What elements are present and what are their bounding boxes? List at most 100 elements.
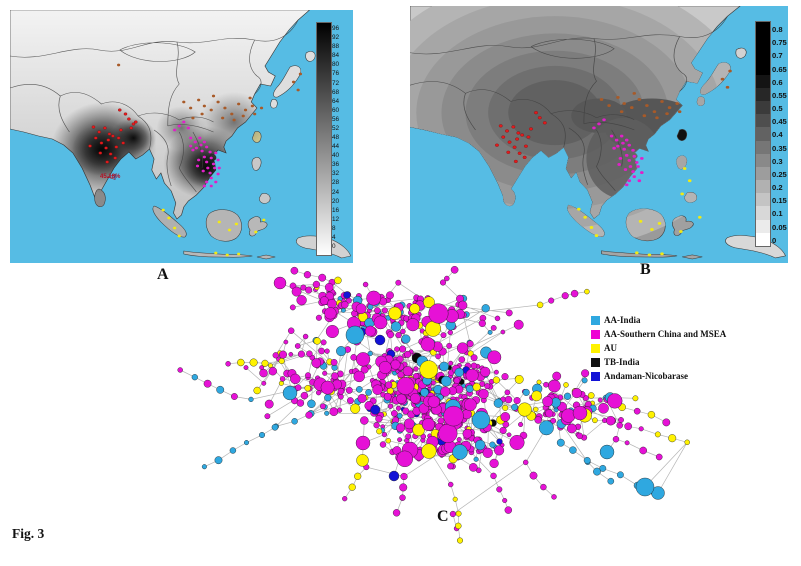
network-node [456,342,469,354]
network-node [396,412,403,419]
network-node [306,350,313,357]
map-sample-dot [241,114,245,118]
network-node [370,404,381,415]
network-node [343,291,351,299]
colorbar-a-ticks: 96 92 88 84 80 76 72 68 64 60 56 52 48 44 40 36 32 28 24 20… [332,10,352,263]
network-node [500,412,511,422]
map-sample-dot [650,228,654,231]
map-sample-dot [91,125,96,129]
network-node [561,292,569,300]
legend-label: AA-India [604,315,641,325]
map-sample-dot [682,167,687,170]
map-sample-dot [667,106,672,110]
map-sample-dot [208,150,212,154]
map-sample-dot [534,111,538,115]
network-node [597,397,603,403]
map-sample-dot [167,216,171,220]
map-sample-dot [182,120,186,124]
network-node [395,279,402,286]
colorbar-a-tick: 48 [332,134,340,141]
colorbar-b-tick: 0.6 [772,77,783,87]
map-sample-dot [214,251,218,255]
network-node [572,405,588,421]
map-sample-dot [227,228,232,232]
map-sample-dot [645,104,649,107]
map-sample-dot [237,102,241,106]
map-b-sample-dots [494,69,732,257]
map-sample-dot [111,134,115,138]
legend-swatch [591,315,600,325]
map-sample-dot [616,144,620,148]
network-node [489,441,496,448]
network-node [633,407,641,415]
network-node [421,443,437,459]
colorbar-a-tick: 24 [332,188,340,196]
network-node [249,358,258,367]
map-sample-dot [211,162,216,166]
map-sample-dot [631,148,635,152]
map-a-sample-dots [88,63,303,257]
colorbar-b-band [756,22,770,36]
map-sample-dot [209,108,213,112]
network-node [297,350,305,358]
map-sample-dot [660,252,664,256]
map-sample-dot [127,117,131,121]
network-node [439,361,449,372]
network-node [471,410,491,430]
network-node [496,438,503,445]
network-node [305,372,311,379]
map-sample-dot [197,98,201,102]
network-node [243,365,249,371]
map-sample-dot [526,135,531,139]
network-node [362,281,369,288]
network-node [355,435,371,451]
map-sample-dot [627,143,632,147]
network-node [472,382,481,392]
panel-c-label: C [437,508,449,525]
network-node [324,282,334,292]
map-sample-dot [216,158,220,162]
network-node [289,304,296,311]
map-sample-dot [636,165,640,168]
colorbar-a-tick: 36 [332,161,340,169]
network-node [440,386,451,397]
network-node [409,393,421,404]
network-node [373,315,388,330]
network-node [492,376,500,384]
map-sample-dot [121,141,125,145]
network-node [400,328,406,335]
legend-swatch [591,357,600,367]
map-sample-dot [631,170,635,173]
map-sample-dot [512,145,517,149]
map-sample-dot [205,160,209,164]
network-node [607,393,623,409]
network-node [404,350,412,358]
map-sample-dot [632,91,637,95]
network-node [279,376,286,382]
legend-label: TB-India [604,357,640,367]
map-sample-dot [186,126,190,130]
colorbar-b-tick: 0.75 [772,38,787,48]
colorbar-a-tick: 56 [332,115,340,123]
map-sample-dot [597,122,601,126]
network-node [504,506,512,514]
network-node [319,403,326,410]
network-node [290,266,299,275]
map-sample-dot [254,230,258,234]
map-sample-dot [104,146,108,150]
network-node [259,368,268,378]
map-sample-dot [602,118,606,122]
legend-label: AA-Southern China and MSEA [604,329,727,339]
map-sample-dot [259,106,264,110]
network-node [324,394,332,402]
panel-b-label: B [640,261,651,278]
network-node [355,386,363,393]
network-node [463,398,477,412]
network-node [396,423,406,433]
network-node [533,406,539,413]
network-node [618,417,624,423]
network-node [475,439,486,451]
network-node [268,366,278,376]
legend-label: Andaman-Nicobarase [604,371,689,381]
network-node [374,334,386,346]
